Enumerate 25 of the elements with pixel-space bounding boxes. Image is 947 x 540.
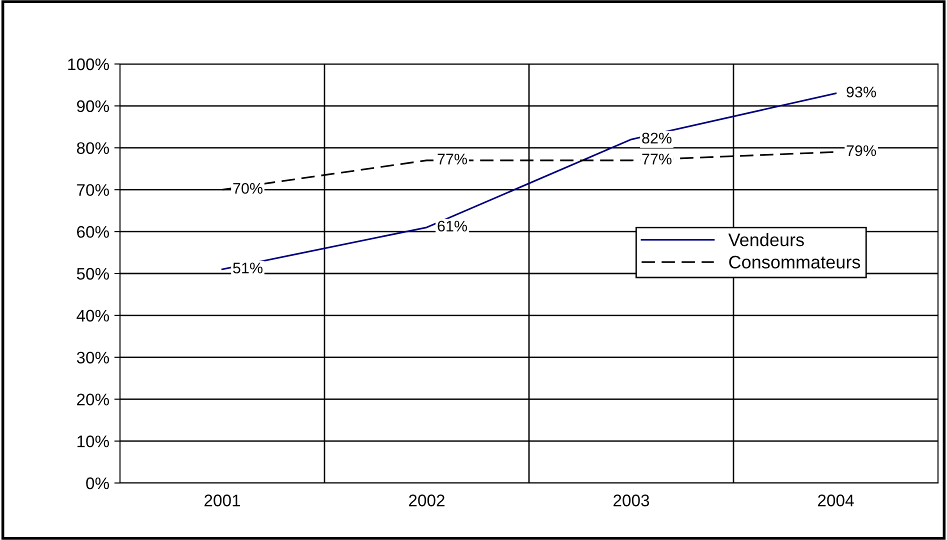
y-tick-label: 80% <box>76 142 109 154</box>
y-tick-label: 40% <box>76 310 109 322</box>
y-tick-label: 0% <box>86 477 109 490</box>
x-tick-label: 2004 <box>818 494 854 506</box>
data-label: 77% <box>642 154 672 164</box>
y-tick-label: 60% <box>77 226 109 238</box>
y-tick-label: 100% <box>68 58 109 70</box>
data-label: 61% <box>438 220 468 232</box>
y-tick-label: 50% <box>76 268 109 280</box>
x-tick-label: 2001 <box>204 494 240 506</box>
data-label: 93% <box>846 86 876 98</box>
data-label: 79% <box>846 145 876 156</box>
y-tick-label: 30% <box>76 352 109 364</box>
x-tick-label: 2003 <box>614 494 650 506</box>
data-label: 51% <box>233 262 263 274</box>
legend-label: Consommateurs <box>729 256 860 269</box>
legend-label: Vendeurs <box>728 233 804 246</box>
y-tick-label: 90% <box>77 100 109 112</box>
y-tick-label: 10% <box>77 436 109 448</box>
data-label: 77% <box>438 154 468 164</box>
data-label: 82% <box>642 132 672 144</box>
y-tick-label: 70% <box>77 184 109 196</box>
y-tick-label: 20% <box>77 394 109 406</box>
x-tick-label: 2002 <box>409 494 444 506</box>
data-label: 70% <box>233 182 263 194</box>
